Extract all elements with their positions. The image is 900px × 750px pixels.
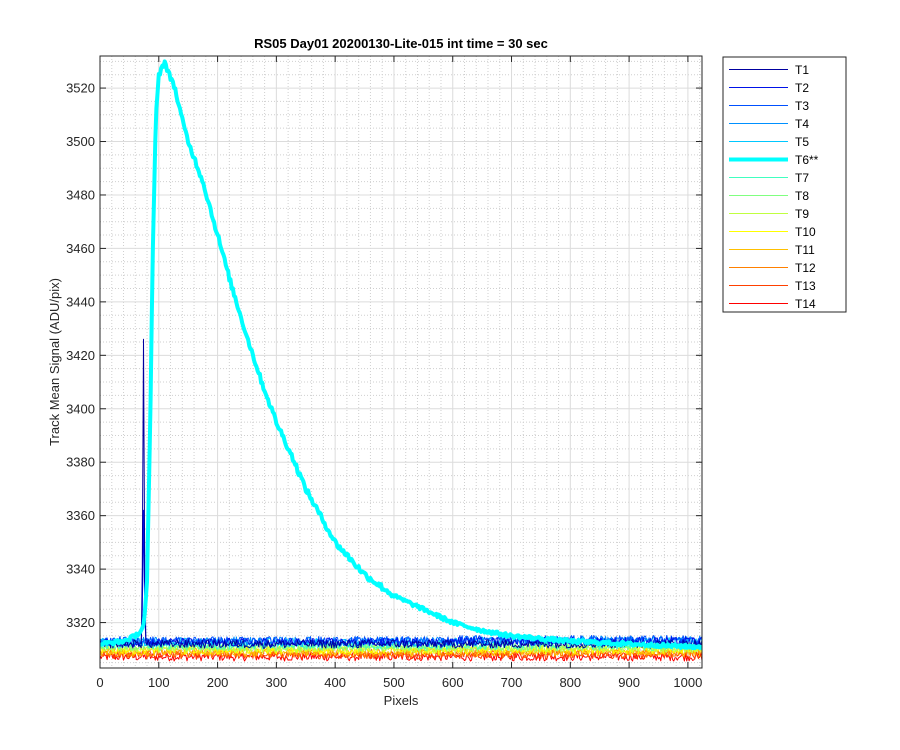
- y-axis-label: Track Mean Signal (ADU/pix): [47, 278, 62, 446]
- chart-title: RS05 Day01 20200130-Lite-015 int time = …: [254, 36, 548, 51]
- x-tick-label: 0: [96, 675, 103, 690]
- legend-label: T11: [795, 243, 815, 257]
- series-line-t14: [100, 652, 702, 662]
- plot-frame: [99, 55, 703, 669]
- x-tick-label: 300: [266, 675, 288, 690]
- x-tick-label: 800: [559, 675, 581, 690]
- x-tick-label: 100: [148, 675, 170, 690]
- legend-label: T8: [795, 189, 809, 203]
- x-tick-label: 200: [207, 675, 229, 690]
- legend-label: T10: [795, 225, 816, 239]
- legend-label: T3: [795, 99, 809, 113]
- legend-label: T2: [795, 81, 809, 95]
- y-tick-label: 3460: [66, 241, 95, 256]
- legend-label: T1: [795, 63, 809, 77]
- series-line-t6: [100, 59, 702, 651]
- legend-label: T7: [795, 171, 809, 185]
- grid: [99, 56, 702, 668]
- y-tick-label: 3420: [66, 348, 95, 363]
- x-tick-label: 400: [324, 675, 346, 690]
- y-tick-label: 3480: [66, 187, 95, 202]
- series-line-t3: [100, 634, 702, 646]
- plot-area: [100, 56, 702, 668]
- x-tick-label: 900: [618, 675, 640, 690]
- legend-label: T13: [795, 279, 816, 293]
- y-tick-label: 3320: [66, 615, 95, 630]
- y-tick-label: 3340: [66, 562, 95, 577]
- x-axis-label: Pixels: [384, 693, 419, 708]
- y-tick-label: 3520: [66, 81, 95, 96]
- legend-label: T5: [795, 135, 809, 149]
- legend-label: T6**: [795, 153, 819, 167]
- legend-label: T14: [795, 297, 816, 311]
- legend-label: T9: [795, 207, 809, 221]
- x-tick-label: 500: [383, 675, 405, 690]
- legend-box: [722, 56, 847, 313]
- series-group: [100, 59, 702, 662]
- y-tick-label: 3500: [66, 134, 95, 149]
- legend-label: T12: [795, 261, 816, 275]
- y-tick-label: 3360: [66, 508, 95, 523]
- y-tick-label: 3380: [66, 455, 95, 470]
- x-tick-label: 1000: [673, 675, 702, 690]
- axes: 0 100 200 300 400 500 600 700 800 900 1000 3320 3340…: [66, 56, 702, 690]
- x-tick-label: 600: [442, 675, 464, 690]
- y-tick-label: 3400: [66, 401, 95, 416]
- legend: T1 T2 T3 T4 T5 T6** T7 T8 T9 T10 T11 T12 T13 T14: [722, 56, 847, 313]
- y-tick-label: 3440: [66, 294, 95, 309]
- legend-label: T4: [795, 117, 809, 131]
- x-tick-label: 700: [501, 675, 523, 690]
- series-line-t4: [100, 635, 702, 646]
